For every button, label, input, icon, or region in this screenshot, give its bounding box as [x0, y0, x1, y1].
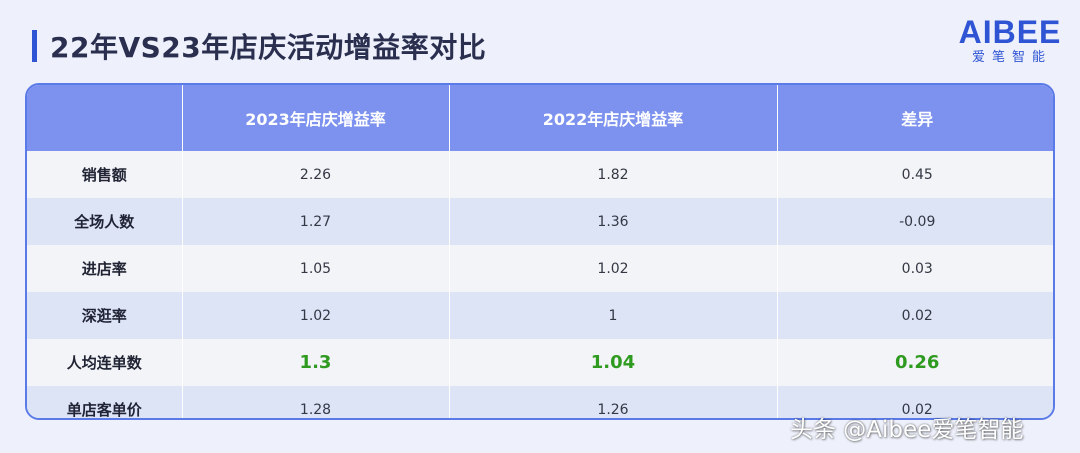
table-row: 深逛率 1.02 1 0.02	[27, 292, 1053, 339]
value-cell: 0.02	[776, 292, 1053, 339]
watermark-text: 头条 @Aibee爱笔智能	[790, 417, 1024, 443]
row-label: 进店率	[27, 245, 182, 292]
value-cell: 1.02	[181, 292, 449, 339]
row-label: 全场人数	[27, 198, 182, 245]
header-cell: 2022年店庆增益率	[448, 85, 777, 151]
value-cell: 1.28	[181, 386, 449, 418]
header-cell	[27, 85, 182, 151]
row-label: 深逛率	[27, 292, 182, 339]
table-body: 销售额 2.26 1.82 0.45 全场人数 1.27 1.36 -0.09 进店率 1.05 1…	[27, 151, 1053, 418]
value-cell: -0.09	[776, 198, 1053, 245]
table-row: 进店率 1.05 1.02 0.03	[27, 245, 1053, 292]
value-cell: 1.27	[181, 198, 449, 245]
row-label: 人均连单数	[27, 339, 182, 386]
value-cell: 2.26	[181, 151, 449, 198]
brand-logo: AIBEE 爱笔智能	[955, 14, 1065, 74]
header-cell: 差异	[776, 85, 1053, 151]
header-cell: 2023年店庆增益率	[181, 85, 449, 151]
title-accent-bar	[32, 30, 37, 62]
table-header-row: 2023年店庆增益率 2022年店庆增益率 差异	[27, 85, 1053, 151]
comparison-table-card: 2023年店庆增益率 2022年店庆增益率 差异 销售额 2.26 1.82 0.45…	[25, 83, 1055, 420]
table-row: 单店客单价 1.28 1.26 0.02	[27, 386, 1053, 418]
logo-mark: AIBEE	[958, 14, 1062, 50]
value-cell: 1.36	[448, 198, 777, 245]
value-cell: 1.04	[448, 339, 777, 386]
table-row: 人均连单数 1.3 1.04 0.26	[27, 339, 1053, 386]
value-cell: 0.02	[776, 386, 1053, 418]
value-cell: 1	[448, 292, 777, 339]
table-row: 全场人数 1.27 1.36 -0.09	[27, 198, 1053, 245]
value-cell: 1.02	[448, 245, 777, 292]
page-title: 22年VS23年店庆活动增益率对比	[50, 31, 487, 64]
value-cell: 1.3	[181, 339, 449, 386]
value-cell: 0.45	[776, 151, 1053, 198]
logo-subtitle: 爱笔智能	[971, 50, 1052, 65]
value-cell: 1.26	[448, 386, 777, 418]
row-label: 单店客单价	[27, 386, 182, 418]
value-cell: 1.05	[181, 245, 449, 292]
value-cell: 0.26	[776, 339, 1053, 386]
value-cell: 1.82	[448, 151, 777, 198]
table-row: 销售额 2.26 1.82 0.45	[27, 151, 1053, 198]
comparison-table: 2023年店庆增益率 2022年店庆增益率 差异 销售额 2.26 1.82 0.45…	[27, 85, 1053, 418]
value-cell: 0.03	[776, 245, 1053, 292]
row-label: 销售额	[27, 151, 182, 198]
